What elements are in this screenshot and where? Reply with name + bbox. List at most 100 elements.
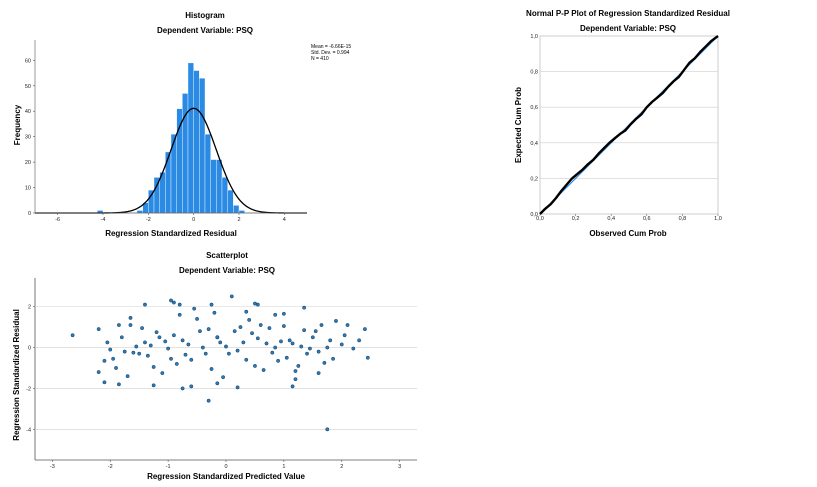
scatterplot-point-81 <box>328 338 333 343</box>
scatterplot-point-99 <box>325 427 330 432</box>
pp-plot-y-tick-label: 0,4 <box>530 141 538 147</box>
scatterplot-point-87 <box>351 346 356 351</box>
scatterplot-point-45 <box>224 344 228 349</box>
histogram-y-tick-label: 50 <box>25 84 31 90</box>
scatterplot-point-43 <box>218 340 223 345</box>
scatterplot-point-35 <box>195 316 199 321</box>
scatterplot-point-82 <box>331 356 335 361</box>
histogram-bar-14 <box>210 159 217 214</box>
histogram-subtitle: Dependent Variable: PSQ <box>157 26 253 35</box>
histogram-bar-6 <box>165 151 172 214</box>
scatterplot-point-70 <box>296 364 301 368</box>
scatterplot-point-37 <box>200 345 205 350</box>
scatterplot-chart: Scatterplot Dependent Variable: PSQ 2 0 -2… <box>12 251 417 481</box>
histogram-stat-n: N = 410 <box>311 56 329 62</box>
pp-plot-x-tick-label: 0,8 <box>679 216 687 222</box>
scatterplot-point-84 <box>339 342 344 347</box>
scatterplot-point-91 <box>143 302 147 307</box>
scatterplot-y-axis-label: Regression Standardized Residual <box>12 309 21 441</box>
scatterplot-x-tick-label: -2 <box>108 464 113 470</box>
scatterplot-plot-area: 2 0 -2 -4 -3 -2 -1 0 1 2 3 <box>26 278 417 470</box>
scatterplot-point-89 <box>363 327 367 332</box>
histogram-bar-16 <box>221 177 228 214</box>
scatterplot-point-14 <box>134 344 139 349</box>
scatterplot-point-31 <box>183 352 188 357</box>
scatterplot-point-112 <box>273 312 278 317</box>
scatterplot-point-101 <box>316 371 321 375</box>
histogram-bar-10 <box>187 62 194 214</box>
scatterplot-point-100 <box>102 380 107 385</box>
scatterplot-point-93 <box>177 302 182 307</box>
histogram-bar-15 <box>216 159 223 214</box>
scatterplot-point-75 <box>310 335 315 340</box>
scatterplot-point-26 <box>169 356 173 361</box>
scatterplot-point-104 <box>117 382 121 387</box>
scatterplot-point-74 <box>308 346 312 351</box>
scatterplot-point-25 <box>166 346 171 351</box>
pp-plot-y-tick-label: 0,0 <box>530 212 538 218</box>
scatterplot-point-69 <box>293 369 298 373</box>
scatterplot-point-0 <box>70 333 75 338</box>
histogram-x-tick-label: -6 <box>55 217 60 223</box>
scatterplot-point-55 <box>253 364 257 368</box>
scatterplot-point-114 <box>281 311 286 316</box>
scatterplot-point-15 <box>137 351 142 356</box>
scatterplot-point-20 <box>151 365 156 369</box>
histogram-y-tick-label: 40 <box>25 109 31 115</box>
histogram-y-tick-label: 60 <box>25 58 31 64</box>
scatterplot-point-38 <box>203 351 208 356</box>
histogram-bar-12 <box>199 77 206 214</box>
pp-plot-y-axis-label: Expected Cum Prob <box>514 87 523 163</box>
scatterplot-y-tick-label: -2 <box>26 386 31 392</box>
scatterplot-point-19 <box>148 343 153 348</box>
scatterplot-y-tick-label: 0 <box>28 346 31 352</box>
scatterplot-x-tick-label: 2 <box>340 464 343 470</box>
scatterplot-point-108 <box>293 377 298 382</box>
histogram-stat-stddev: Std. Dev. = 0.994 <box>311 50 350 56</box>
scatterplot-point-83 <box>334 319 338 323</box>
scatterplot-point-80 <box>325 345 330 350</box>
scatterplot-point-63 <box>276 358 280 363</box>
scatterplot-point-73 <box>305 351 309 356</box>
scatterplot-point-34 <box>192 306 197 311</box>
scatterplot-point-66 <box>284 355 289 360</box>
scatterplot-point-23 <box>160 371 165 375</box>
scatterplot-point-21 <box>154 330 159 335</box>
scatterplot-x-tick-label: 3 <box>398 464 401 470</box>
scatterplot-point-39 <box>206 327 211 332</box>
scatterplot-point-54 <box>250 331 254 336</box>
scatterplot-point-106 <box>235 385 240 390</box>
scatterplot-point-96 <box>255 302 260 307</box>
scatterplot-point-72 <box>302 328 307 333</box>
histogram-bar-11 <box>193 70 200 214</box>
histogram-x-tick-label: 4 <box>283 217 286 223</box>
scatterplot-point-29 <box>177 312 182 317</box>
scatterplot-point-109 <box>215 381 220 386</box>
histogram-x-tick-label: 2 <box>237 217 240 223</box>
scatterplot-point-12 <box>128 323 133 327</box>
histogram-y-axis-label: Frequency <box>13 104 22 145</box>
scatterplot-point-6 <box>111 356 116 361</box>
histogram-x-tick-label: 0 <box>192 217 195 223</box>
scatterplot-point-111 <box>128 315 133 320</box>
histogram-stat-mean: Mean = -6.66E-15 <box>311 44 351 50</box>
scatterplot-point-59 <box>264 341 269 346</box>
scatterplot-point-115 <box>215 335 220 340</box>
pp-plot-x-tick-label: 0,2 <box>572 216 580 222</box>
scatterplot-point-90 <box>365 355 370 360</box>
scatterplot-point-46 <box>226 351 231 356</box>
scatterplot-point-4 <box>105 340 110 345</box>
pp-plot-y-tick-label: 0,2 <box>530 176 538 182</box>
scatterplot-point-67 <box>287 338 292 343</box>
scatterplot-y-tick-label: -4 <box>26 427 31 433</box>
scatterplot-point-62 <box>273 345 278 350</box>
histogram-x-tick-label: -4 <box>101 217 106 223</box>
scatterplot-x-axis-label: Regression Standardized Predicted Value <box>147 472 305 481</box>
scatterplot-point-3 <box>102 358 107 363</box>
scatterplot-point-9 <box>119 335 124 340</box>
scatterplot-point-49 <box>235 348 240 353</box>
scatterplot-point-51 <box>241 340 246 345</box>
scatterplot-point-85 <box>342 333 347 338</box>
pp-plot-x-tick-label: 0,6 <box>643 216 651 222</box>
scatterplot-point-68 <box>290 341 295 346</box>
